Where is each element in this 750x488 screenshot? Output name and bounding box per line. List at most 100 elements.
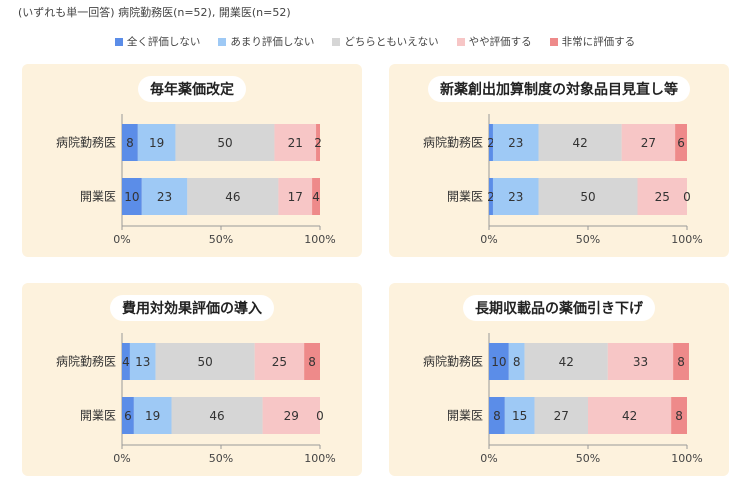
- legend-swatch: [549, 37, 558, 46]
- data-label: 15: [512, 409, 527, 423]
- bar-segment: [304, 343, 320, 380]
- x-tick-label: 0%: [113, 233, 130, 246]
- bar-segment: [588, 397, 672, 434]
- data-label: 8: [675, 409, 683, 423]
- bar-segment: [137, 124, 176, 161]
- data-label: 46: [209, 409, 224, 423]
- data-label: 25: [655, 190, 670, 204]
- chart-title: 新薬創出加算制度の対象品目見直し等: [428, 76, 690, 102]
- bar-segment: [524, 343, 608, 380]
- bar-segment: [312, 178, 320, 215]
- chart-panel-cost-effectiveness: 費用対効果評価の導入 0% 50% 100% 病院勤務医 4 13 50 25 8 開業医 6 19 4…: [22, 283, 362, 476]
- data-label: 19: [145, 409, 160, 423]
- category-label: 開業医: [447, 190, 483, 204]
- category-label: 開業医: [447, 409, 483, 423]
- data-label: 29: [284, 409, 299, 423]
- data-label: 50: [198, 355, 213, 369]
- legend-item: 全く評価しない: [114, 34, 201, 49]
- bar-segment: [538, 124, 622, 161]
- data-label: 4: [312, 190, 320, 204]
- bar-segment: [673, 343, 689, 380]
- data-label: 50: [580, 190, 595, 204]
- survey-note: (いずれも単一回答) 病院勤務医(n=52), 開業医(n=52): [18, 6, 291, 19]
- data-label: 33: [633, 355, 648, 369]
- data-label: 8: [513, 355, 521, 369]
- legend-swatch: [456, 37, 465, 46]
- bar-segment: [671, 397, 687, 434]
- legend-swatch: [332, 37, 341, 46]
- bar-segment: [675, 124, 687, 161]
- data-label: 0: [683, 190, 691, 204]
- x-tick-label: 0%: [480, 452, 497, 465]
- bar-segment: [141, 178, 188, 215]
- bar-segment: [262, 397, 320, 434]
- data-label: 2: [487, 190, 495, 204]
- data-label: 8: [126, 136, 134, 150]
- data-label: 10: [124, 190, 139, 204]
- data-label: 13: [135, 355, 150, 369]
- bar-segment: [187, 178, 279, 215]
- legend-label: 全く評価しない: [126, 36, 201, 48]
- x-tick-label: 50%: [209, 233, 233, 246]
- data-label: 27: [554, 409, 569, 423]
- legend-item: あまり評価しない: [218, 34, 314, 49]
- bar-segment: [316, 124, 320, 161]
- legend-item: 非常に評価する: [549, 34, 636, 49]
- bar-segment: [155, 343, 255, 380]
- bar-segment: [122, 343, 130, 380]
- bar-segment: [254, 343, 305, 380]
- bar-segment: [492, 124, 539, 161]
- bar-segment: [534, 397, 588, 434]
- data-label: 23: [157, 190, 172, 204]
- legend-label: 非常に評価する: [561, 36, 636, 48]
- category-label: 開業医: [80, 409, 116, 423]
- bar-segment: [129, 343, 156, 380]
- x-tick-label: 100%: [671, 233, 702, 246]
- category-label: 病院勤務医: [423, 354, 483, 369]
- chart-panel-new-drug-premium: 新薬創出加算制度の対象品目見直し等 0% 50% 100% 病院勤務医 2 23 42 27 6…: [389, 64, 729, 257]
- data-label: 23: [508, 190, 523, 204]
- category-label: 病院勤務医: [56, 354, 116, 369]
- bar-segment: [489, 343, 509, 380]
- bar-segment: [492, 178, 539, 215]
- data-label: 2: [314, 136, 322, 150]
- chart-panel-long-listed-drugs: 長期収載品の薬価引き下げ 0% 50% 100% 病院勤務医 10 8 42 33 8 開業医 8 1…: [389, 283, 729, 476]
- chart-legend: 全く評価しない あまり評価しない どちらともいえない やや評価する 非常に評価す…: [0, 34, 750, 49]
- bar-segment: [489, 178, 493, 215]
- chart-title: 費用対効果評価の導入: [110, 295, 274, 321]
- x-tick-label: 50%: [576, 452, 600, 465]
- data-label: 17: [288, 190, 303, 204]
- data-label: 8: [493, 409, 501, 423]
- bar-segment: [489, 397, 505, 434]
- bar-segment: [122, 397, 134, 434]
- bar-segment: [489, 124, 493, 161]
- chart-svg: 0% 50% 100% 病院勤務医 10 8 42 33 8 開業医 8 15 27 42 8: [423, 333, 703, 465]
- legend-label: どちらともいえない: [344, 36, 439, 48]
- legend-swatch: [114, 37, 123, 46]
- data-label: 27: [641, 136, 656, 150]
- legend-item: どちらともいえない: [332, 34, 439, 49]
- data-label: 2: [487, 136, 495, 150]
- data-label: 42: [559, 355, 574, 369]
- category-label: 病院勤務医: [56, 135, 116, 150]
- data-label: 6: [124, 409, 132, 423]
- data-label: 0: [316, 409, 324, 423]
- data-label: 19: [149, 136, 164, 150]
- data-label: 50: [217, 136, 232, 150]
- data-label: 10: [491, 355, 506, 369]
- data-label: 4: [122, 355, 130, 369]
- chart-title: 毎年薬価改定: [138, 76, 246, 102]
- bar-segment: [175, 124, 275, 161]
- x-tick-label: 0%: [113, 452, 130, 465]
- data-label: 23: [508, 136, 523, 150]
- x-tick-label: 0%: [480, 233, 497, 246]
- chart-svg: 0% 50% 100% 病院勤務医 8 19 50 21 2 開業医 10 23 46 17 4: [56, 114, 336, 246]
- x-tick-label: 100%: [671, 452, 702, 465]
- data-label: 42: [572, 136, 587, 150]
- chart-svg: 0% 50% 100% 病院勤務医 4 13 50 25 8 開業医 6 19 46 29 0: [56, 333, 336, 465]
- x-tick-label: 50%: [576, 233, 600, 246]
- chart-panel-annual-revision: 毎年薬価改定 0% 50% 100% 病院勤務医 8 19 50 21 2 開業医 10 23 46 17…: [22, 64, 362, 257]
- bar-segment: [122, 124, 138, 161]
- data-label: 8: [677, 355, 685, 369]
- data-label: 25: [272, 355, 287, 369]
